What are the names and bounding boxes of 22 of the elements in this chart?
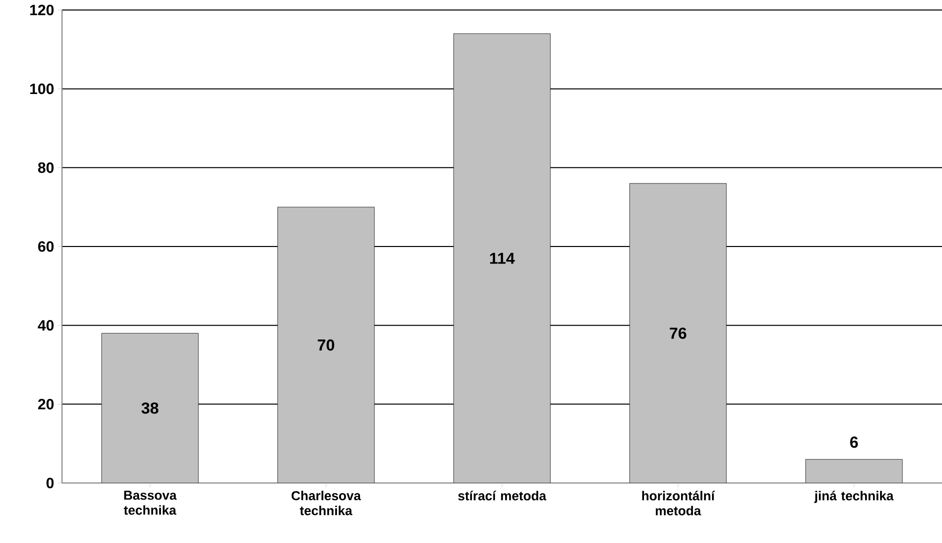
data-label: 38: [141, 402, 158, 414]
x-tick-label: jiná technika: [814, 490, 894, 503]
bar: [629, 183, 727, 483]
bar: [805, 459, 903, 483]
bar: [101, 333, 199, 483]
bar: [277, 206, 375, 483]
x-tick-label: Bassova technika: [124, 490, 177, 515]
y-tick-label: 20: [38, 398, 54, 410]
data-label: 70: [318, 339, 334, 351]
data-label: 114: [490, 252, 515, 264]
x-tick-label: stírací metoda: [458, 490, 546, 500]
bar: [453, 33, 551, 483]
y-tick-label: 120: [30, 4, 54, 16]
y-tick-label: 0: [46, 478, 54, 488]
x-tick-label: horizontální metoda: [642, 490, 716, 516]
y-tick-label: 80: [38, 162, 54, 173]
y-tick-label: 100: [30, 84, 54, 94]
y-tick-label: 40: [38, 320, 54, 331]
data-label: 6: [850, 436, 858, 448]
data-label: 76: [670, 328, 686, 339]
y-tick-label: 60: [38, 241, 54, 252]
x-tick-label: Charlesova technika: [292, 490, 361, 516]
